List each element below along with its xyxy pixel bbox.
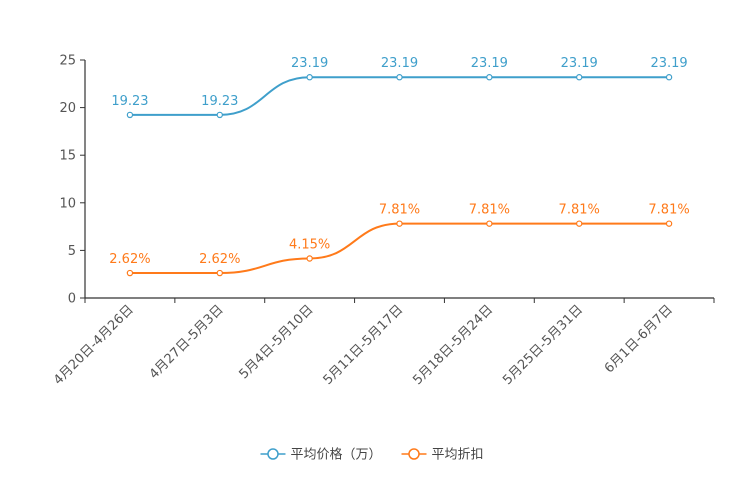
data-label: 4.15% — [289, 237, 330, 252]
y-tick-label: 10 — [59, 196, 76, 211]
data-label: 23.19 — [561, 56, 598, 71]
data-point[interactable] — [126, 269, 134, 277]
data-label: 2.62% — [199, 252, 240, 267]
legend-swatch-marker-1 — [267, 448, 279, 460]
data-point[interactable] — [306, 74, 313, 81]
x-tick-label: 4月20日-4月26日 — [51, 302, 137, 388]
data-point[interactable] — [396, 74, 403, 81]
data-labels: 19.23 19.23 23.19 23.19 23.19 23.19 23.19 2.62%… — [109, 56, 689, 267]
data-point[interactable] — [486, 74, 493, 81]
data-point[interactable] — [576, 74, 583, 81]
data-point[interactable] — [216, 269, 223, 277]
y-tick-label: 15 — [59, 149, 76, 164]
data-label: 7.81% — [469, 203, 510, 218]
data-label: 7.81% — [379, 203, 420, 218]
data-point[interactable] — [216, 111, 223, 119]
axes: 0 5 10 15 20 25 4月20日-4月26日 4月27日-5月3日 5月4日-5月10… — [51, 54, 715, 388]
x-tick-label: 5月4日-5月10日 — [237, 302, 317, 382]
legend-item-2[interactable]: 平均折扣 — [432, 448, 484, 463]
y-tick-label: 20 — [59, 101, 76, 116]
data-label: 19.23 — [201, 94, 238, 109]
data-point[interactable] — [665, 220, 673, 227]
data-label: 23.19 — [291, 56, 328, 71]
legend[interactable]: 平均价格（万） 平均折扣 — [260, 447, 484, 463]
data-label: 7.81% — [648, 203, 689, 218]
data-point[interactable] — [126, 111, 134, 119]
x-tick-label: 4月27日-5月3日 — [147, 302, 227, 382]
data-point[interactable] — [576, 220, 583, 227]
x-tick-label: 6月1日-6月7日 — [602, 302, 676, 376]
x-tick-label: 5月18日-5月24日 — [410, 302, 496, 388]
data-label: 19.23 — [111, 94, 148, 109]
y-tick-label: 5 — [68, 244, 76, 259]
legend-swatch-marker-2 — [408, 448, 420, 460]
data-point[interactable] — [306, 255, 313, 262]
x-tick-label: 5月11日-5月17日 — [321, 302, 407, 388]
x-tick-label: 5月25日-5月31日 — [500, 302, 586, 388]
y-tick-label: 25 — [59, 54, 76, 69]
data-label: 23.19 — [381, 56, 418, 71]
data-label: 23.19 — [650, 56, 687, 71]
data-point[interactable] — [396, 220, 403, 227]
data-label: 2.62% — [109, 252, 150, 267]
series-group — [126, 74, 673, 277]
data-label: 23.19 — [471, 56, 508, 71]
y-tick-label: 0 — [68, 292, 76, 307]
data-point[interactable] — [486, 220, 493, 227]
legend-item-1[interactable]: 平均价格（万） — [290, 447, 381, 463]
data-point[interactable] — [665, 74, 673, 81]
data-label: 7.81% — [559, 203, 600, 218]
